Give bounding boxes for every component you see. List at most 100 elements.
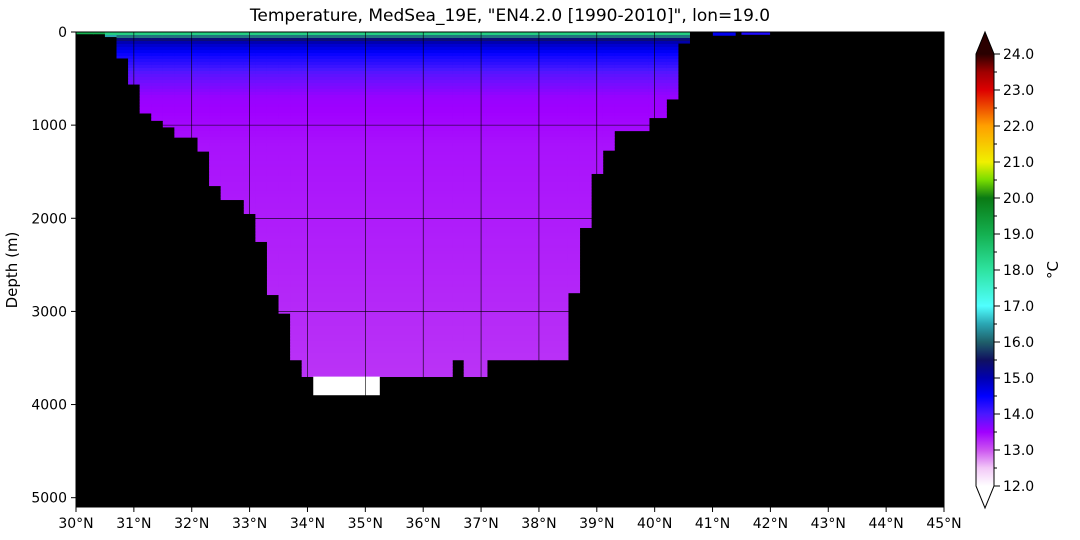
ocean-cell bbox=[255, 56, 268, 60]
ocean-cell bbox=[463, 104, 488, 108]
ocean-cell bbox=[278, 236, 291, 240]
ocean-cell bbox=[452, 179, 465, 183]
ocean-cell bbox=[452, 185, 465, 189]
ocean-cell bbox=[278, 311, 291, 314]
ocean-cell bbox=[579, 215, 592, 219]
grid-lines bbox=[76, 32, 944, 507]
ocean-cell bbox=[452, 119, 465, 123]
ocean-cell bbox=[255, 155, 268, 159]
ocean-cell bbox=[255, 95, 268, 99]
ocean-cell bbox=[567, 140, 581, 144]
ocean-cell bbox=[278, 140, 291, 144]
ocean-cell bbox=[579, 185, 592, 189]
ocean-cell bbox=[452, 296, 465, 300]
ocean-cell bbox=[463, 32, 488, 36]
ocean-cell bbox=[648, 107, 667, 111]
ocean-cell bbox=[290, 215, 303, 219]
ocean-cell bbox=[151, 56, 164, 60]
ocean-cell bbox=[463, 68, 488, 72]
ocean-cell bbox=[209, 74, 222, 78]
ocean-cell bbox=[209, 164, 222, 168]
ocean-cell bbox=[174, 32, 199, 36]
ocean-cell bbox=[301, 266, 453, 270]
ocean-cell bbox=[579, 152, 592, 156]
ocean-cell bbox=[301, 131, 453, 135]
ocean-cell bbox=[174, 53, 199, 57]
ocean-cell bbox=[452, 149, 465, 153]
ocean-cell bbox=[666, 74, 679, 78]
ocean-cell bbox=[278, 155, 291, 159]
ocean-cell bbox=[301, 170, 453, 174]
ocean-cell bbox=[486, 194, 569, 198]
ocean-cell bbox=[162, 104, 175, 108]
ocean-cell bbox=[278, 137, 291, 141]
ocean-cell bbox=[301, 92, 453, 96]
ocean-cell bbox=[452, 170, 465, 174]
ocean-cell bbox=[278, 266, 291, 270]
ocean-cell bbox=[666, 65, 679, 69]
ocean-cell bbox=[614, 38, 650, 42]
ocean-cell bbox=[301, 38, 453, 42]
ocean-cell bbox=[463, 170, 488, 174]
ocean-cell bbox=[567, 281, 581, 285]
ocean-cell bbox=[209, 56, 222, 60]
ocean-cell bbox=[579, 212, 592, 216]
ocean-cell bbox=[278, 128, 291, 132]
ocean-cell bbox=[266, 146, 280, 150]
ocean-cell bbox=[266, 98, 280, 102]
ocean-cell bbox=[197, 68, 210, 72]
ocean-cell bbox=[567, 137, 581, 141]
ocean-cell bbox=[290, 158, 303, 162]
ocean-cell bbox=[452, 47, 465, 51]
ocean-cell bbox=[290, 128, 303, 132]
ocean-cell bbox=[567, 113, 581, 117]
ocean-cell bbox=[174, 137, 199, 138]
ocean-cell bbox=[301, 236, 453, 240]
ocean-cell bbox=[567, 263, 581, 267]
ocean-cell bbox=[602, 59, 615, 63]
ocean-cell bbox=[290, 218, 303, 222]
ocean-cell bbox=[255, 224, 268, 228]
ocean-cell bbox=[151, 38, 164, 42]
ocean-cell bbox=[452, 320, 465, 324]
ocean-cell bbox=[614, 101, 650, 105]
ocean-cell bbox=[579, 140, 592, 144]
ocean-cell bbox=[463, 371, 488, 375]
ocean-cell bbox=[209, 35, 222, 39]
ocean-cell bbox=[162, 44, 175, 48]
ocean-cell bbox=[648, 77, 667, 81]
ocean-cell bbox=[452, 242, 465, 246]
ocean-cell bbox=[139, 71, 152, 75]
ocean-cell bbox=[290, 134, 303, 138]
ocean-cell bbox=[567, 182, 581, 186]
ocean-cell bbox=[174, 101, 199, 105]
ocean-cell bbox=[139, 59, 152, 63]
ocean-cell bbox=[579, 92, 592, 96]
ocean-cell bbox=[452, 173, 465, 177]
ocean-cell bbox=[463, 122, 488, 126]
ocean-cell bbox=[162, 38, 175, 42]
ocean-cell bbox=[301, 161, 453, 165]
ocean-cell bbox=[301, 305, 453, 309]
ocean-cell bbox=[209, 125, 222, 129]
ocean-cell bbox=[209, 41, 222, 45]
ocean-cell bbox=[579, 143, 592, 147]
ocean-cell bbox=[486, 224, 569, 228]
ocean-cell bbox=[486, 314, 569, 318]
ocean-cell bbox=[579, 98, 592, 102]
ocean-cell bbox=[278, 80, 291, 84]
ocean-cell bbox=[290, 119, 303, 123]
ocean-cell bbox=[266, 236, 280, 240]
ocean-cell bbox=[162, 62, 175, 66]
ocean-cell bbox=[278, 149, 291, 153]
ocean-cell bbox=[486, 284, 569, 288]
ocean-cell bbox=[266, 182, 280, 186]
ocean-cell bbox=[486, 257, 569, 261]
ocean-cell bbox=[255, 215, 268, 219]
ocean-cell bbox=[463, 98, 488, 102]
ocean-cell bbox=[278, 143, 291, 147]
ocean-cell bbox=[220, 143, 245, 147]
ocean-cell bbox=[197, 113, 210, 117]
ocean-cell bbox=[255, 38, 268, 42]
ocean-cell bbox=[301, 185, 453, 189]
